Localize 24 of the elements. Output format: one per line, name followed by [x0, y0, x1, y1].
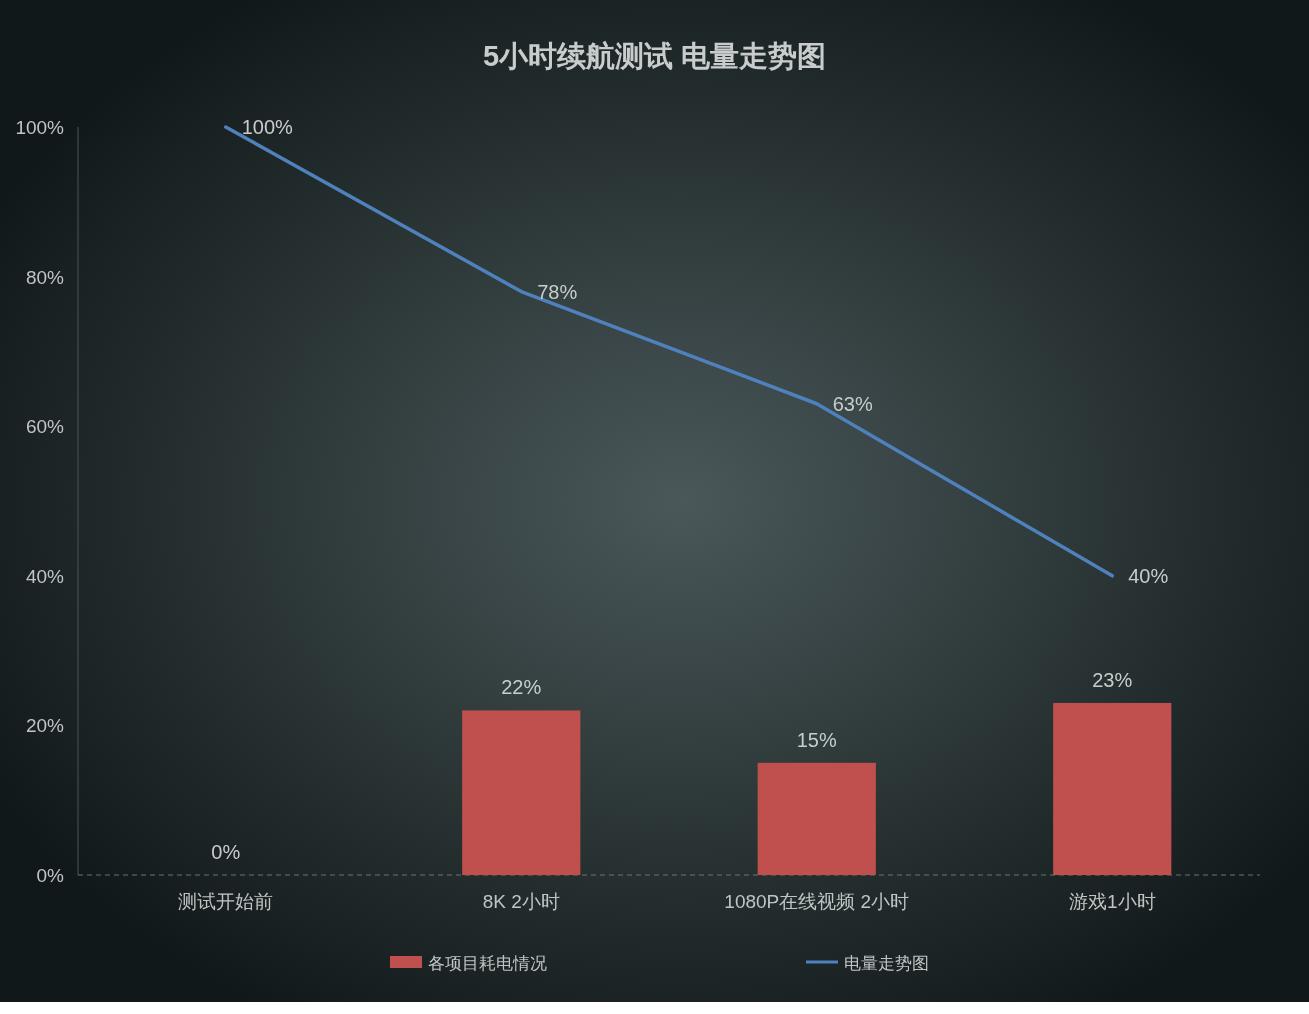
bar — [462, 710, 581, 875]
data-label: 100% — [241, 116, 294, 138]
y-tick-label: 0% — [36, 865, 65, 886]
data-label: 23% — [1092, 668, 1133, 691]
legend-label: 电量走势图 — [844, 954, 929, 973]
data-label: 63% — [832, 392, 873, 415]
data-label: 0% — [211, 841, 241, 863]
x-tick-label: 游戏1小时 — [1068, 891, 1156, 912]
chart-title: 5小时续航测试 电量走势图 — [482, 40, 827, 72]
x-tick-label: 测试开始前 — [178, 891, 274, 912]
data-label: 40% — [1128, 564, 1169, 587]
data-label: 15% — [796, 728, 837, 751]
y-tick-label: 60% — [25, 416, 65, 438]
legend-label: 各项目耗电情况 — [428, 954, 547, 973]
y-tick-label: 20% — [25, 715, 65, 737]
data-label: 78% — [537, 280, 578, 303]
bar — [757, 762, 876, 875]
y-tick-label: 80% — [25, 266, 65, 288]
x-tick-label: 8K 2小时 — [482, 891, 560, 912]
x-tick-label: 1080P在线视频 2小时 — [724, 891, 910, 912]
data-label: 22% — [501, 676, 542, 699]
y-tick-label: 40% — [25, 565, 65, 587]
y-tick-label: 100% — [15, 117, 65, 138]
bar — [1053, 702, 1172, 875]
